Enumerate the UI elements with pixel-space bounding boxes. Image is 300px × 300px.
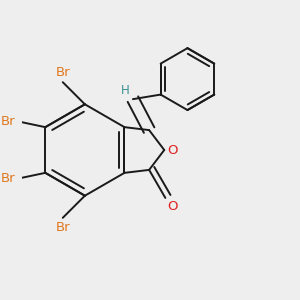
Text: H: H bbox=[121, 84, 129, 97]
Text: Br: Br bbox=[56, 66, 70, 79]
Text: O: O bbox=[168, 200, 178, 213]
Text: Br: Br bbox=[0, 172, 15, 185]
Text: O: O bbox=[167, 143, 178, 157]
Text: Br: Br bbox=[0, 115, 15, 128]
Text: Br: Br bbox=[56, 221, 70, 234]
